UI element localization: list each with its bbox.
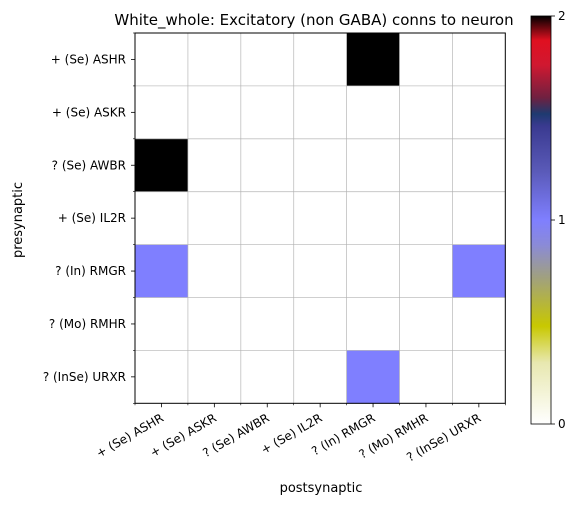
colorbar-gradient [530,15,552,425]
heatmap-cell [240,244,295,298]
heatmap-cell [452,138,506,193]
heatmap-cell [293,244,347,298]
chart-title: White_whole: Excitatory (non GABA) conns… [114,11,513,30]
heatmap-cell [135,138,189,193]
heatmap-cell [452,191,506,245]
heatmap-cell [452,297,506,351]
heatmap-cell [293,138,347,193]
heatmap-cell [293,85,347,140]
heatmap-cell [187,33,242,87]
y-tick-label: ? (In) RMGR [55,264,126,278]
heatmap-cell [240,191,295,245]
heatmap-cell [293,191,347,245]
heatmap-cell [293,33,347,87]
y-tick-label: ? (Se) AWBR [52,158,126,172]
y-tick-label: ? (Mo) RMHR [49,317,126,331]
heatmap-cell [187,85,242,140]
colorbar: 0 1 2 [530,9,566,431]
heatmap-cell [293,297,347,351]
y-axis-label: presynaptic [11,182,26,258]
heatmap-cell [135,297,189,351]
heatmap-cell [346,191,400,245]
y-tick-label: + (Se) ASHR [51,52,126,66]
heatmap-cell [399,244,453,298]
heatmap-cell [187,297,242,351]
heatmap-cell [187,350,242,404]
heatmap-cell [293,350,347,404]
heatmap-cell [399,33,453,87]
heatmap-cell [399,138,453,193]
heatmap-cell [346,138,400,193]
colorbar-tick-label: 2 [558,9,566,23]
heatmap-cell [346,244,400,298]
heatmap-cell [135,33,189,87]
heatmap-cell [187,244,242,298]
heatmap-cell [399,85,453,140]
colorbar-tick-label: 1 [558,213,566,227]
heatmap-cell [240,138,295,193]
heatmap-cell [399,350,453,404]
heatmap-cell [452,244,506,298]
heatmap-cell [240,85,295,140]
y-tick-label: + (Se) ASKR [52,105,126,119]
heatmap-cell [240,33,295,87]
heatmap-cell [399,191,453,245]
heatmap-cell [346,85,400,140]
heatmap-cell [187,191,242,245]
x-axis-label: postsynaptic [280,481,363,496]
y-tick-label: + (Se) IL2R [58,211,126,225]
plot-area: + (Se) ASHR + (Se) ASKR ? (Se) AWBR + (Se) … [43,32,506,464]
heatmap-cell [346,33,400,87]
heatmap-cell [240,350,295,404]
heatmap-cell [135,350,189,404]
heatmap-cell [187,138,242,193]
colorbar-tick-label: 0 [558,417,566,431]
heatmap-cell [135,191,189,245]
heatmap-cell [452,33,506,87]
heatmap-cell [346,350,400,404]
heatmap-cell [346,297,400,351]
heatmap-cell [452,85,506,140]
heatmap-cell [135,85,189,140]
y-tick-label: ? (InSe) URXR [43,370,126,384]
heatmap-cell [452,350,506,404]
heatmap-cell [399,297,453,351]
heatmap-cell [135,244,189,298]
heatmap-cell [240,297,295,351]
